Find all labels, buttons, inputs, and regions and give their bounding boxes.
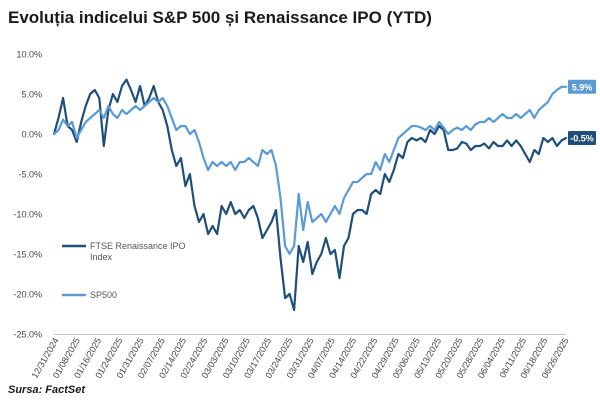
y-tick-label: -5.0%	[18, 170, 42, 180]
series-line-ftse-ipo	[52, 78, 568, 312]
end-label-sp500: 5.9%	[572, 82, 593, 92]
chart-title: Evoluția indicelui S&P 500 și Renaissanc…	[8, 8, 432, 27]
chart-source: Sursa: FactSet	[8, 384, 86, 396]
y-tick-label: 5.0%	[21, 90, 42, 100]
end-label-ftse-ipo-bg	[568, 131, 596, 145]
end-label-ftse-ipo: -0.5%	[570, 134, 594, 144]
y-tick-label: 0.0%	[21, 130, 42, 140]
legend-label-sp500: SP500	[90, 290, 117, 300]
legend-label-ftse-ipo: FTSE Renaissance IPO Index	[90, 241, 186, 262]
y-tick-label: -10.0%	[13, 210, 42, 220]
series-line-sp500	[52, 85, 568, 256]
y-tick-label: -20.0%	[13, 290, 42, 300]
y-tick-label: -15.0%	[13, 250, 42, 260]
end-label-sp500-bg	[568, 79, 596, 94]
y-tick-label: -25.0%	[13, 330, 42, 340]
y-tick-label: 10.0%	[16, 50, 42, 60]
